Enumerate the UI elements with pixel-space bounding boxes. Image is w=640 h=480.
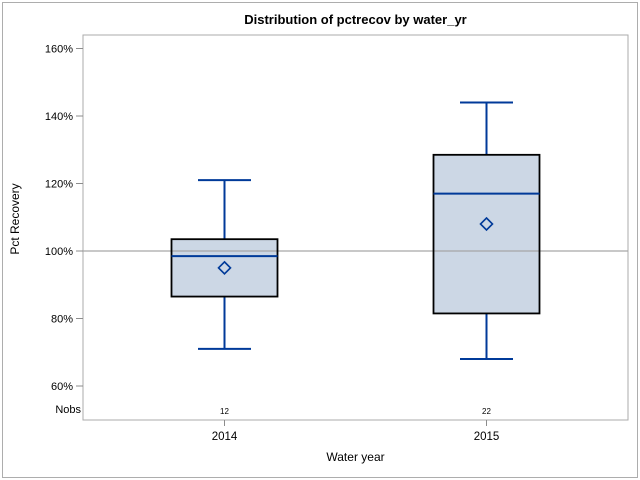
x-tick-label-2014: 2014 (212, 431, 238, 443)
plot-frame (82, 34, 629, 421)
mean-diamond-2015 (479, 216, 494, 232)
mean-diamond-2014 (217, 260, 232, 276)
y-tick-label-60: 60% (51, 381, 73, 393)
y-tick-label-160: 160% (45, 44, 73, 56)
box-outline-2014 (170, 238, 279, 298)
x-axis-label: Water year (326, 450, 385, 464)
y-tick-label-80: 80% (51, 314, 73, 326)
box-outline-2015 (432, 153, 541, 315)
box-fill-2014 (171, 239, 278, 297)
box-fill-2015 (433, 154, 540, 314)
y-tick-label-140: 140% (45, 111, 73, 123)
nobs-row-label: Nobs (55, 404, 81, 416)
nobs-value-2014: 12 (220, 407, 229, 416)
chart-title: Distribution of pctrecov by water_yr (244, 12, 467, 27)
y-tick-label-120: 120% (45, 179, 73, 191)
nobs-value-2015: 22 (482, 407, 491, 416)
y-tick-label-100: 100% (45, 246, 73, 258)
x-tick-label-2015: 2015 (474, 431, 500, 443)
